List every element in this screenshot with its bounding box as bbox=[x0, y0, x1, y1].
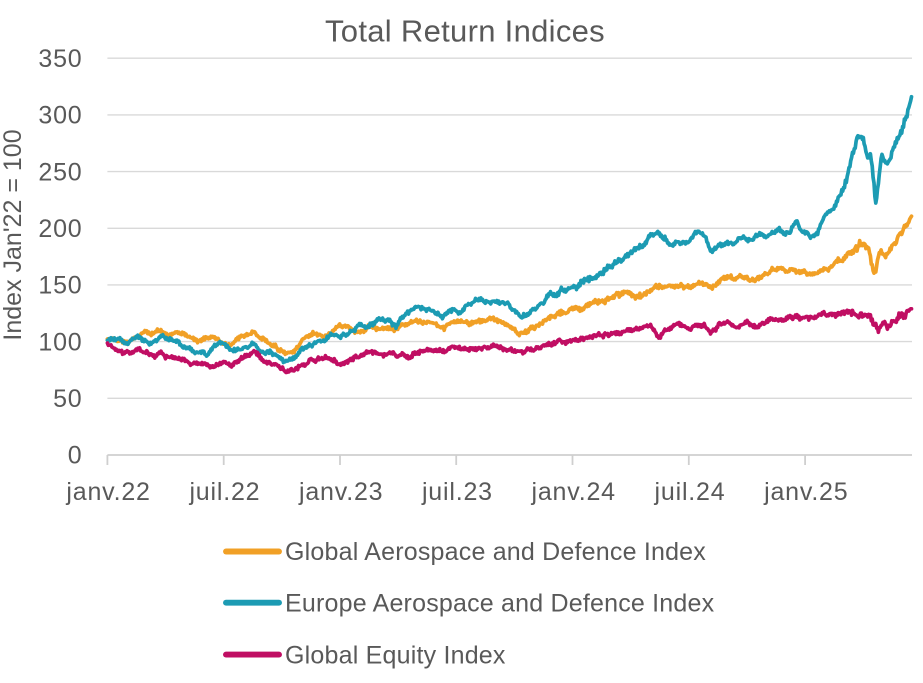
svg-text:350: 350 bbox=[38, 45, 82, 73]
svg-text:juil.23: juil.23 bbox=[421, 478, 493, 506]
svg-text:100: 100 bbox=[38, 328, 82, 356]
svg-text:50: 50 bbox=[53, 385, 82, 413]
svg-text:Europe Aerospace and Defence I: Europe Aerospace and Defence Index bbox=[285, 589, 715, 617]
svg-text:janv.24: janv.24 bbox=[531, 478, 616, 506]
svg-text:juil.24: juil.24 bbox=[654, 478, 726, 506]
svg-text:0: 0 bbox=[68, 442, 83, 470]
svg-text:300: 300 bbox=[38, 102, 82, 130]
svg-text:Global Equity Index: Global Equity Index bbox=[285, 641, 506, 669]
svg-text:200: 200 bbox=[38, 215, 82, 243]
svg-text:janv.23: janv.23 bbox=[298, 478, 383, 506]
svg-text:250: 250 bbox=[38, 158, 82, 186]
svg-text:Total Return Indices: Total Return Indices bbox=[325, 14, 605, 49]
svg-text:juil.22: juil.22 bbox=[188, 478, 260, 506]
svg-text:150: 150 bbox=[38, 272, 82, 300]
svg-text:janv.22: janv.22 bbox=[65, 478, 150, 506]
svg-text:Index Jan'22 = 100: Index Jan'22 = 100 bbox=[0, 129, 27, 340]
svg-text:Global Aerospace and Defence I: Global Aerospace and Defence Index bbox=[285, 538, 706, 566]
svg-text:janv.25: janv.25 bbox=[763, 478, 848, 506]
